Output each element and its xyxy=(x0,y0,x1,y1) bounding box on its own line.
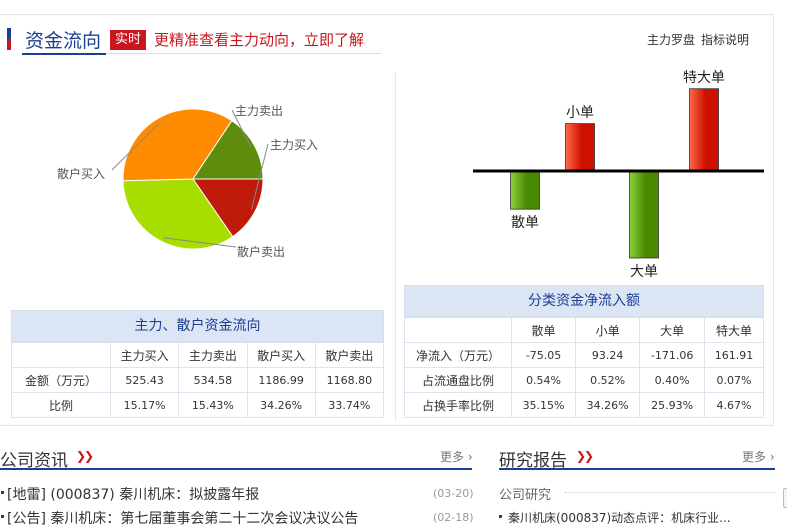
row-label: 占流通盘比例 xyxy=(404,367,512,393)
table-header-cell: 主力卖出 xyxy=(178,342,248,368)
company-news-title: 公司资讯 xyxy=(0,451,68,471)
table-header-cell: 大单 xyxy=(639,317,706,343)
bar-category-label: 散单 xyxy=(511,215,539,232)
table-cell: 525.43 xyxy=(109,367,180,393)
dotted-divider xyxy=(565,492,775,493)
news-item-link[interactable]: [公告] 秦川机床：第七届董事会第二十二次会议决议公告 xyxy=(7,511,359,527)
link-indicator-help[interactable]: 指标说明 xyxy=(701,33,750,47)
pie-slice xyxy=(122,108,233,182)
table-header-row: 散单 小单 大单 特大单 xyxy=(404,317,764,343)
table-row: 占换手率比例 35.15% 34.26% 25.93% 4.67% xyxy=(404,392,764,418)
bar-mark xyxy=(689,88,719,172)
chevron-right-icon: › xyxy=(467,450,473,464)
pie-leader-line xyxy=(111,120,162,171)
table-cell: 33.74% xyxy=(314,392,385,418)
table-header-cell: 特大单 xyxy=(704,317,764,343)
table-cell: 15.43% xyxy=(178,392,248,418)
table-cell: 0.07% xyxy=(704,367,764,393)
table-header-row: 主力买入 主力卖出 散户买入 散户卖出 xyxy=(11,342,385,368)
panel-divider xyxy=(395,72,396,422)
title-divider xyxy=(106,53,381,54)
bar-mark xyxy=(565,123,595,172)
row-label: 净流入（万元） xyxy=(404,342,512,368)
table-cell: 1186.99 xyxy=(246,367,316,393)
table-row: 占流通盘比例 0.54% 0.52% 0.40% 0.07% xyxy=(404,367,764,393)
bar-chart xyxy=(473,88,764,259)
table-cell: 534.58 xyxy=(178,367,248,393)
pie-leader-line xyxy=(231,109,252,149)
link-main-compass[interactable]: 主力罗盘 xyxy=(647,33,696,47)
more-label: 更多 xyxy=(440,450,465,464)
main-retail-flow-table: 主力买入 主力卖出 散户买入 散户卖出 金额（万元） 525.43 534.58… xyxy=(11,342,385,418)
bullet-icon xyxy=(499,515,502,518)
category-net-flow-table: 散单 小单 大单 特大单 净流入（万元） -75.05 93.24 -171.0… xyxy=(404,317,764,418)
left-table-caption: 主力、散户资金流向 xyxy=(11,310,384,342)
table-cell: 34.26% xyxy=(246,392,316,418)
research-divider xyxy=(499,468,775,470)
pie-slice xyxy=(192,178,264,238)
bullet-icon xyxy=(1,491,4,494)
promo-link[interactable]: 更精准查看主力动向，立即了解 xyxy=(154,31,365,49)
research-more-link[interactable]: 更多 › xyxy=(742,448,775,465)
pie-leader-line xyxy=(163,237,237,248)
page-title: 资金流向 xyxy=(25,30,102,52)
news-item-date: (03-20) xyxy=(433,487,474,500)
fund-flow-panel xyxy=(0,14,774,426)
bar-mark xyxy=(510,170,540,210)
table-cell: 161.91 xyxy=(704,342,764,368)
pie-slice xyxy=(122,178,234,250)
company-news-more-link[interactable]: 更多 › xyxy=(440,448,473,465)
table-cell: 93.24 xyxy=(575,342,641,368)
table-header-cell: 小单 xyxy=(575,317,641,343)
table-row: 金额（万元） 525.43 534.58 1186.99 1168.80 xyxy=(11,367,385,393)
news-item-link[interactable]: [地雷] (000837) 秦川机床：拟披露年报 xyxy=(7,487,260,503)
table-cell: 35.15% xyxy=(510,392,577,418)
news-item-date: (02-18) xyxy=(433,511,474,524)
research-report-title: 研究报告 xyxy=(499,451,567,471)
table-header-cell: 散户买入 xyxy=(246,342,316,368)
table-cell: 1168.80 xyxy=(314,367,385,393)
table-cell: 4.67% xyxy=(704,392,764,418)
table-cell: 34.26% xyxy=(575,392,641,418)
table-cell: 15.17% xyxy=(109,392,180,418)
research-item-link[interactable]: 秦川机床(000837)动态点评：机床行业... xyxy=(508,511,731,525)
pie-slice-label: 主力买入 xyxy=(270,138,319,152)
scrollbar[interactable] xyxy=(783,488,787,508)
row-label: 比例 xyxy=(11,392,111,418)
table-row: 比例 15.17% 15.43% 34.26% 33.74% xyxy=(11,392,385,418)
row-label: 金额（万元） xyxy=(11,367,111,393)
realtime-badge: 实时 xyxy=(110,30,146,50)
table-cell: 25.93% xyxy=(639,392,706,418)
table-header-cell: 散单 xyxy=(510,317,577,343)
bar-category-label: 大单 xyxy=(630,264,658,280)
double-chevron-icon: ❯❯ xyxy=(76,449,94,463)
company-news-divider xyxy=(0,468,472,470)
table-cell: 0.54% xyxy=(510,367,577,393)
right-table-caption: 分类资金净流入额 xyxy=(404,285,764,317)
pie-chart xyxy=(111,108,269,250)
table-cell: -171.06 xyxy=(639,342,706,368)
table-header-cell: 散户卖出 xyxy=(314,342,385,368)
bar-mark xyxy=(629,170,659,259)
table-cell: 0.52% xyxy=(575,367,641,393)
bullet-icon xyxy=(1,515,4,518)
pie-slice-label: 主力卖出 xyxy=(235,104,284,118)
pie-slice xyxy=(192,120,264,180)
row-label: 占换手率比例 xyxy=(404,392,512,418)
table-row: 净流入（万元） -75.05 93.24 -171.06 161.91 xyxy=(404,342,764,368)
research-subtitle: 公司研究 xyxy=(499,488,552,503)
title-underline xyxy=(22,53,106,55)
table-cell: 0.40% xyxy=(639,367,706,393)
chevron-right-icon: › xyxy=(769,450,775,464)
pie-slice-label: 散户卖出 xyxy=(237,245,286,259)
bar-category-label: 小单 xyxy=(566,104,594,121)
bar-category-label: 特大单 xyxy=(683,69,725,86)
pie-leader-line xyxy=(250,143,269,210)
double-chevron-icon: ❯❯ xyxy=(576,449,594,463)
more-label: 更多 xyxy=(742,450,767,464)
header-accent-bar xyxy=(7,28,11,50)
table-header-cell: 主力买入 xyxy=(109,342,180,368)
pie-slice-label: 散户买入 xyxy=(57,167,106,181)
table-cell: -75.05 xyxy=(510,342,577,368)
